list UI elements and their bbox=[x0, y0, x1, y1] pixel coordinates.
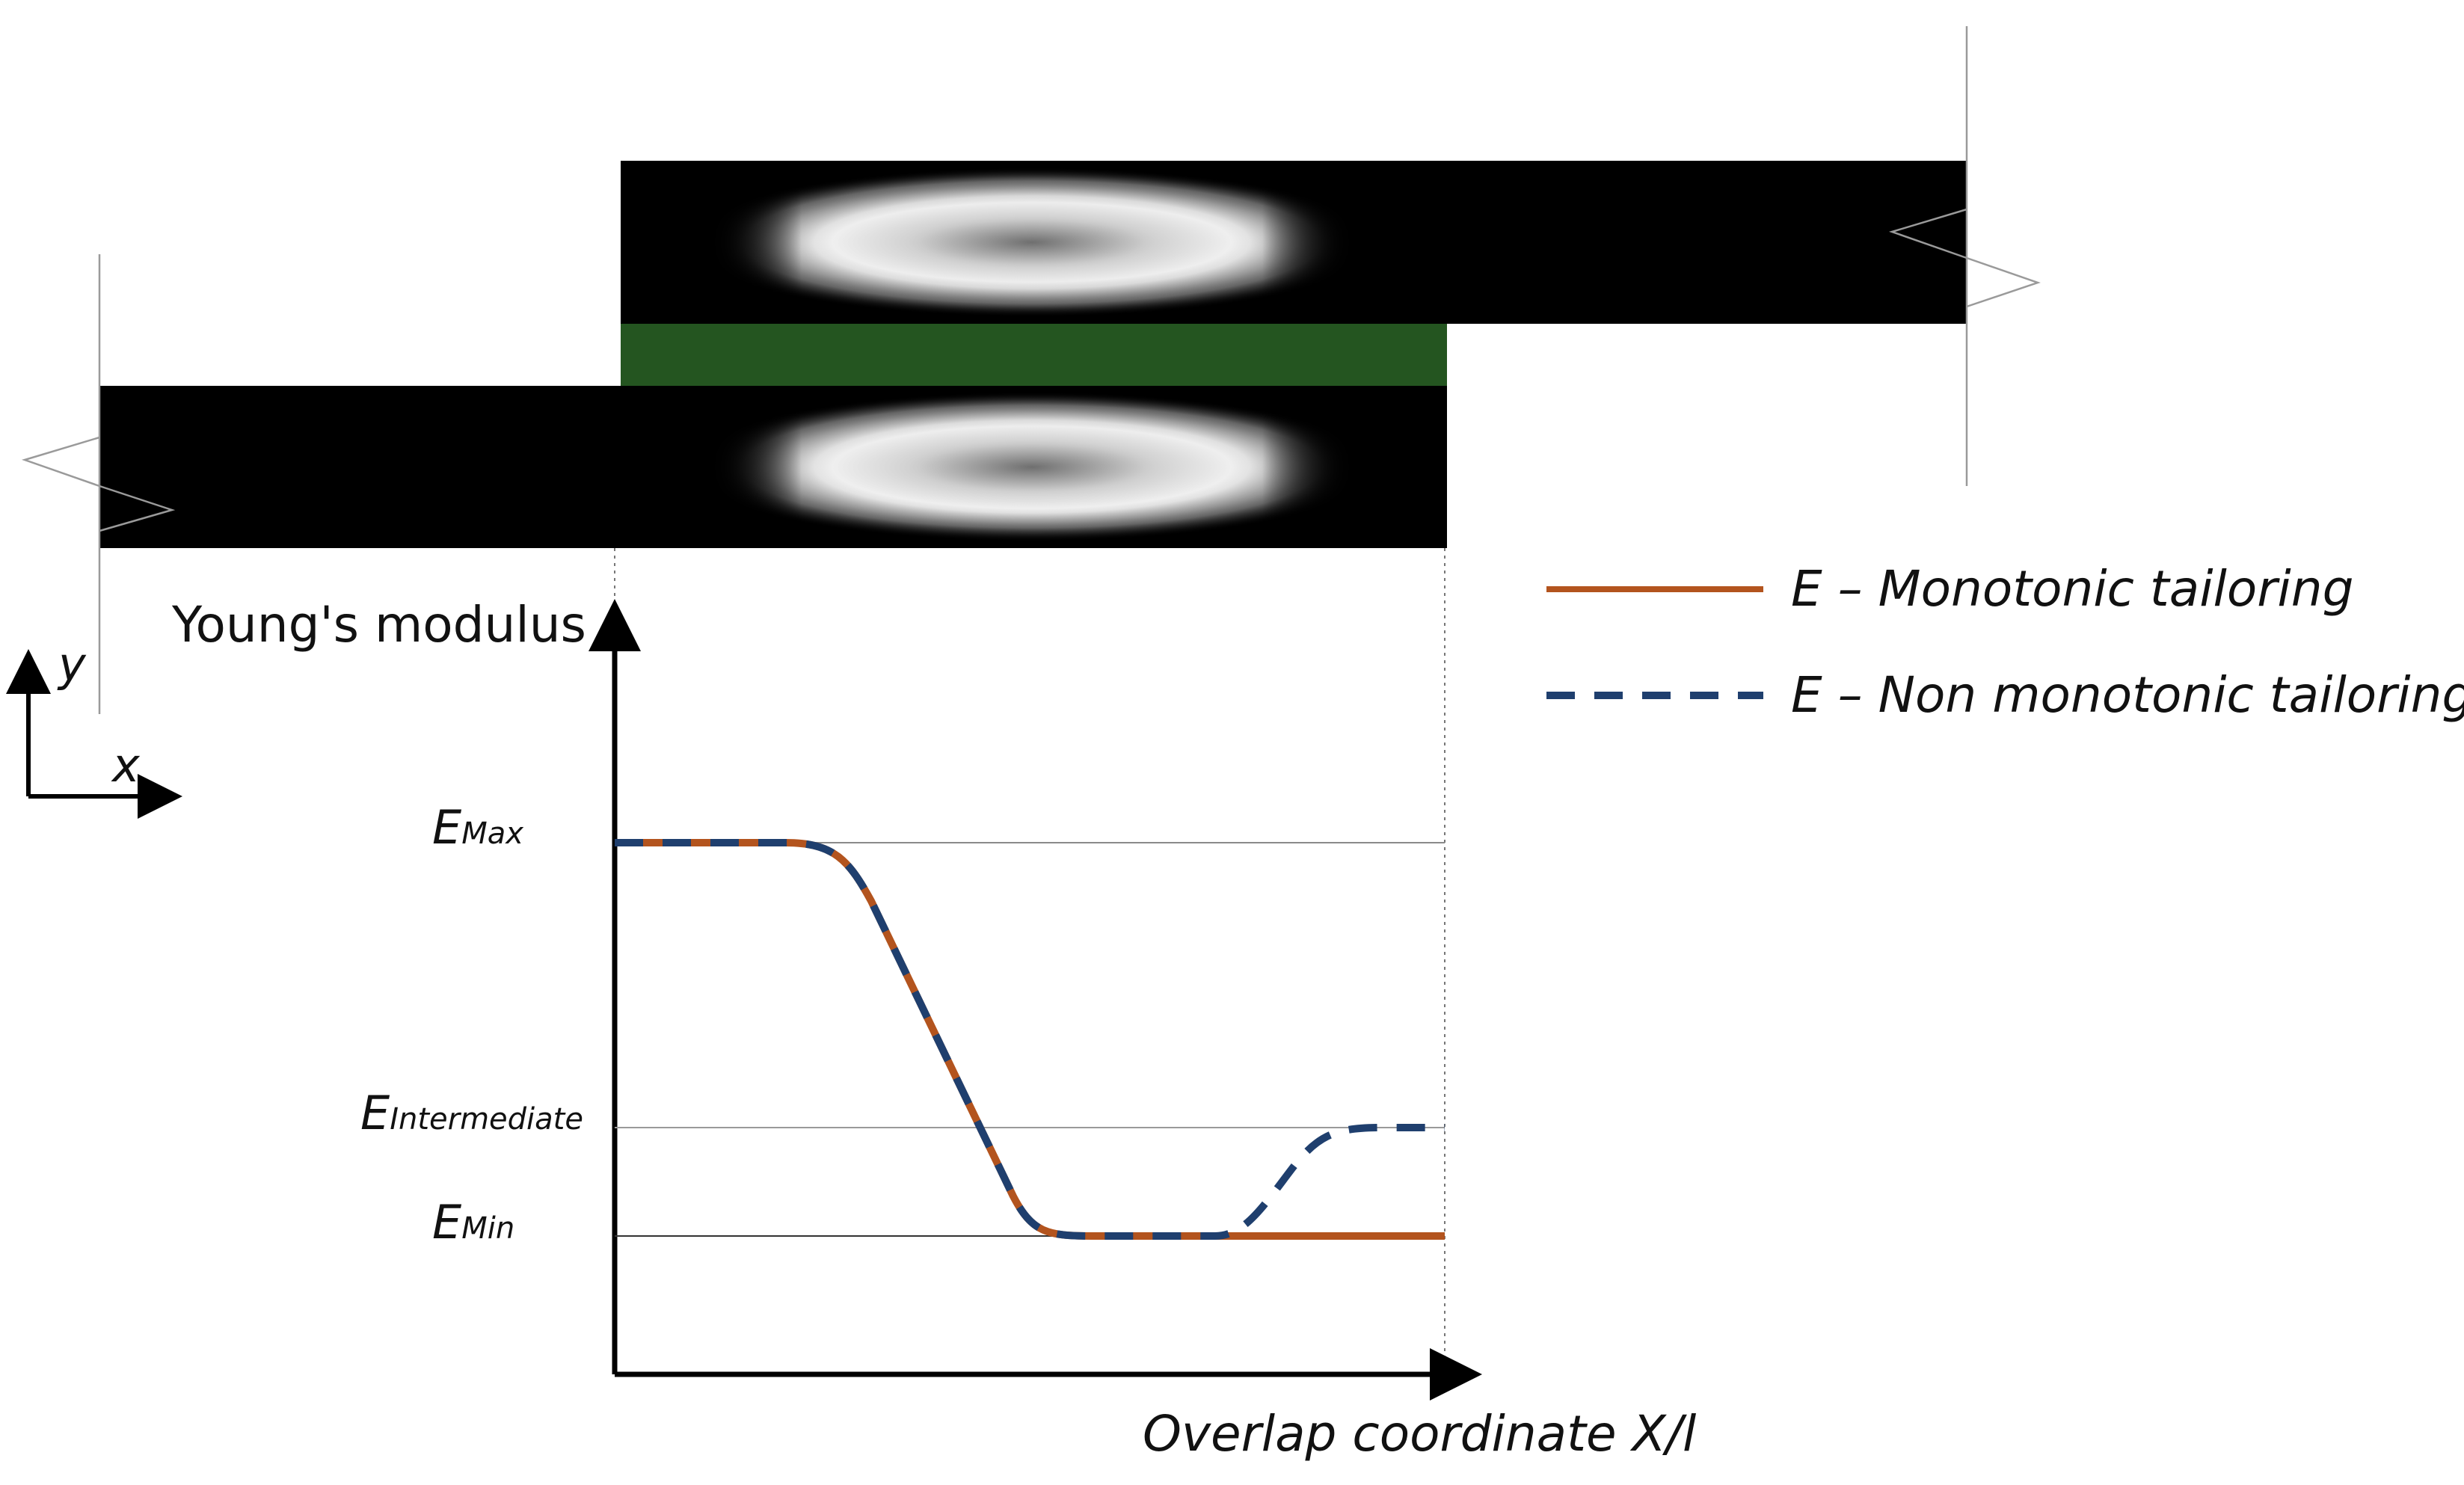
adhesive-layer bbox=[621, 324, 1447, 386]
level-min-label: EMin bbox=[432, 1195, 514, 1249]
coord-x-label: x bbox=[111, 738, 141, 793]
monotonic-curve bbox=[615, 839, 1445, 1240]
level-intermediate-label: EIntermediate bbox=[360, 1086, 583, 1140]
break-marker-right bbox=[1888, 26, 2041, 486]
top-adherend bbox=[621, 161, 1967, 324]
coord-y-label: y bbox=[57, 637, 87, 692]
legend-label-monotonic: E – Monotonic tailoring bbox=[1791, 560, 2353, 618]
legend-label-non-monotonic: E – Non monotonic tailoring bbox=[1791, 666, 2464, 724]
legend: E – Monotonic tailoring E – Non monotoni… bbox=[1546, 560, 2464, 724]
coordinate-system: y x bbox=[5, 637, 182, 819]
chart-axes bbox=[589, 599, 1482, 1401]
non-monotonic-curve bbox=[615, 839, 1445, 1240]
x-axis-label: Overlap coordinate X/l bbox=[1143, 1405, 1697, 1463]
break-marker-left bbox=[21, 254, 176, 714]
level-max-label: EMax bbox=[432, 800, 523, 855]
y-axis-label: Young's modulus bbox=[171, 596, 586, 654]
bottom-adherend bbox=[99, 386, 1447, 548]
